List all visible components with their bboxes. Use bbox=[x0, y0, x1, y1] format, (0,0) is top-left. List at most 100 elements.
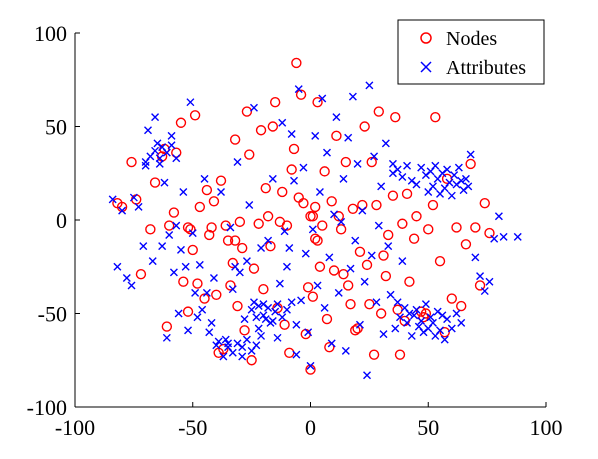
node-point bbox=[192, 278, 203, 289]
attribute-point bbox=[172, 154, 181, 163]
attribute-point bbox=[249, 103, 258, 112]
attribute-point bbox=[275, 279, 284, 288]
legend: Nodes Attributes bbox=[397, 19, 545, 85]
node-point bbox=[281, 220, 293, 231]
node-point bbox=[241, 106, 253, 117]
attribute-point bbox=[367, 251, 376, 260]
attribute-point bbox=[238, 352, 247, 361]
attribute-point bbox=[386, 290, 395, 299]
attribute-point bbox=[113, 262, 122, 271]
node-point bbox=[227, 257, 238, 269]
attribute-point bbox=[144, 126, 152, 135]
y-tick-label: 50 bbox=[45, 115, 67, 140]
attribute-point bbox=[334, 288, 343, 297]
attribute-point bbox=[443, 165, 452, 174]
attribute-point bbox=[447, 324, 456, 333]
node-point bbox=[441, 173, 453, 185]
attribute-point bbox=[214, 337, 223, 346]
node-point bbox=[350, 325, 361, 336]
y-tick-label: 0 bbox=[56, 208, 67, 233]
node-point bbox=[335, 224, 347, 235]
node-point bbox=[267, 121, 279, 132]
attribute-point bbox=[278, 118, 287, 127]
attribute-point bbox=[476, 272, 485, 281]
legend-attributes-label: Attributes bbox=[446, 57, 526, 79]
node-point bbox=[317, 220, 328, 231]
node-point bbox=[401, 188, 413, 200]
attribute-point bbox=[108, 195, 117, 204]
node-point bbox=[420, 308, 432, 319]
attribute-point bbox=[480, 287, 489, 296]
attribute-point bbox=[374, 221, 383, 230]
node-point bbox=[149, 177, 161, 188]
attribute-point bbox=[315, 187, 324, 196]
node-point bbox=[265, 240, 276, 252]
node-point bbox=[255, 125, 267, 136]
x-tick-label: 50 bbox=[417, 415, 439, 440]
node-point bbox=[373, 106, 384, 117]
attribute-point bbox=[443, 315, 452, 324]
attribute-point bbox=[327, 339, 336, 348]
node-point bbox=[175, 117, 187, 128]
attribute-point bbox=[363, 371, 372, 380]
legend-attributes-marker bbox=[420, 61, 432, 73]
attribute-point bbox=[403, 318, 412, 327]
node-point bbox=[237, 242, 248, 254]
attribute-point bbox=[195, 260, 204, 269]
attribute-point bbox=[259, 311, 268, 320]
node-point bbox=[307, 211, 319, 222]
attribute-point bbox=[346, 264, 355, 273]
attribute-point bbox=[212, 341, 221, 350]
attribute-point bbox=[271, 307, 280, 316]
attribute-point bbox=[118, 206, 127, 215]
attribute-point bbox=[344, 133, 353, 142]
node-point bbox=[171, 147, 182, 158]
node-point bbox=[161, 321, 173, 332]
attribute-point bbox=[360, 277, 369, 286]
attribute-point bbox=[457, 318, 466, 327]
attribute-point bbox=[450, 171, 459, 180]
attribute-point bbox=[233, 158, 242, 167]
attribute-point bbox=[179, 187, 188, 196]
node-point bbox=[277, 186, 288, 198]
node-point bbox=[371, 199, 382, 211]
attribute-point bbox=[287, 298, 296, 307]
node-point bbox=[229, 134, 241, 145]
attribute-point bbox=[282, 262, 291, 271]
node-point bbox=[345, 298, 356, 310]
attribute-point bbox=[273, 333, 282, 342]
node-point bbox=[411, 211, 422, 222]
node-point bbox=[456, 300, 467, 312]
attribute-point bbox=[188, 229, 197, 238]
node-point bbox=[470, 222, 481, 233]
node-point bbox=[279, 319, 290, 330]
attribute-point bbox=[353, 159, 362, 168]
node-point bbox=[258, 283, 269, 295]
node-point bbox=[312, 235, 323, 246]
node-point bbox=[234, 216, 246, 228]
attribute-point bbox=[176, 245, 185, 254]
node-point bbox=[465, 158, 476, 170]
node-point bbox=[229, 235, 241, 246]
node-point bbox=[326, 196, 337, 207]
attribute-point bbox=[297, 296, 306, 305]
node-point bbox=[288, 143, 300, 155]
attribute-point bbox=[264, 236, 273, 245]
attribute-point bbox=[337, 217, 346, 226]
node-point bbox=[347, 203, 359, 214]
node-point bbox=[145, 224, 156, 235]
attribute-point bbox=[207, 318, 216, 327]
attribute-point bbox=[198, 305, 207, 314]
node-point bbox=[434, 255, 446, 267]
attribute-point bbox=[325, 253, 334, 262]
attribute-point bbox=[252, 313, 261, 322]
scatter-marks bbox=[108, 57, 522, 380]
attribute-point bbox=[370, 152, 379, 161]
axes bbox=[74, 32, 547, 408]
attribute-point bbox=[155, 154, 164, 163]
node-point bbox=[211, 289, 222, 300]
attribute-point bbox=[200, 174, 209, 183]
node-point bbox=[415, 306, 427, 317]
attribute-point bbox=[457, 176, 466, 185]
attribute-point bbox=[193, 313, 202, 322]
